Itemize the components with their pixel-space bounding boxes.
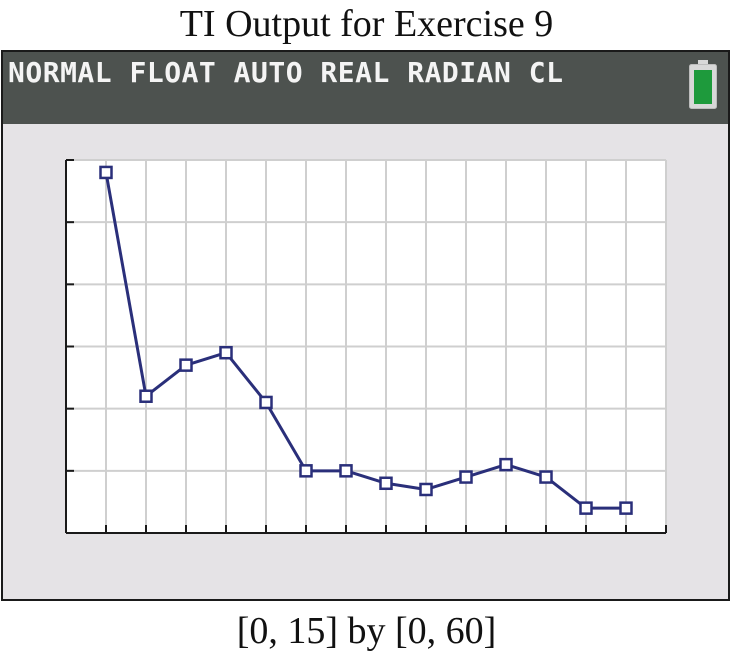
data-point-marker [139,389,153,403]
battery-icon [689,60,717,109]
data-point-marker [299,464,313,478]
data-point-marker [99,165,113,180]
data-point-marker [339,464,353,478]
data-point-marker [219,345,233,360]
data-point-marker [499,457,513,472]
chart-title: TI Output for Exercise 9 [179,3,554,45]
data-point-marker [579,501,593,515]
window-caption: [0, 15] by [0, 60] [236,610,497,652]
data-point-marker [379,476,393,491]
calculator-screen: NORMAL FLOAT AUTO REAL RADIAN CL [1,50,730,601]
mode-status-text: NORMAL FLOAT AUTO REAL RADIAN CL [8,56,564,89]
plot-area [65,159,667,534]
status-bar: NORMAL FLOAT AUTO REAL RADIAN CL [3,52,728,124]
data-point-marker [459,470,473,484]
data-point-marker [619,501,633,515]
data-point-marker [539,470,553,484]
data-point-marker [419,482,433,497]
data-point-marker [179,358,193,372]
data-point-marker [259,395,273,410]
